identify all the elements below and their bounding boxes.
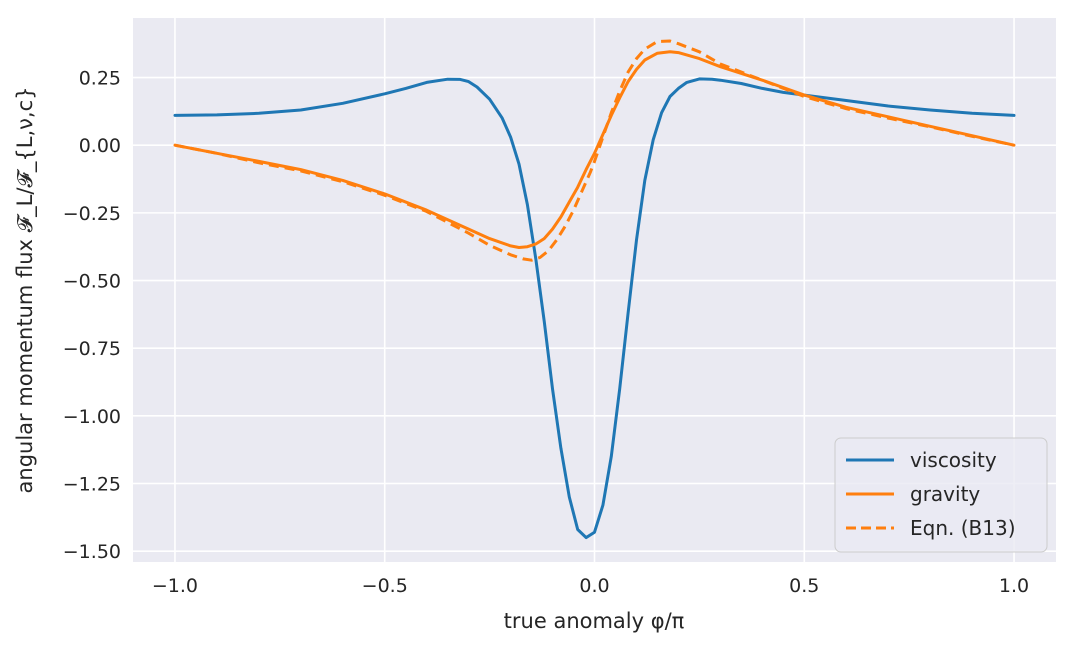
legend-label-gravity: gravity (910, 482, 980, 506)
legend-box (834, 437, 1048, 553)
series-eqn-b13 (174, 39, 1015, 262)
y-tick-label: −0.50 (63, 271, 121, 293)
y-tick-label: −0.75 (63, 338, 121, 360)
legend-label-eqn-b13: Eqn. (B13) (910, 516, 1016, 540)
y-tick-label: −1.00 (63, 406, 121, 428)
x-tick-label: 0.5 (789, 575, 819, 597)
x-tick-label: −0.5 (362, 575, 408, 597)
series-viscosity (173, 77, 1016, 540)
y-tick-label: 0.00 (79, 135, 121, 157)
x-tick-label: −1.0 (152, 575, 198, 597)
y-tick-label: −0.25 (63, 203, 121, 225)
series-group (173, 39, 1016, 540)
x-tick-label: 0.0 (579, 575, 609, 597)
x-tick-label: 1.0 (999, 575, 1029, 597)
x-axis-label: true anomaly φ/π (504, 609, 685, 633)
legend: viscosity gravity Eqn. (B13) (834, 437, 1048, 553)
y-axis-label: angular momentum flux 𝓕_L/𝓕_{L,ν,c} (13, 87, 38, 494)
grid (133, 18, 1056, 562)
legend-label-viscosity: viscosity (910, 448, 997, 472)
tick-labels: −1.0 −0.5 0.0 0.5 1.0 0.25 0.00 −0.25 −0.50 −0.75… (63, 68, 1029, 597)
y-tick-label: −1.25 (63, 474, 121, 496)
y-tick-label: −1.50 (63, 541, 121, 563)
y-tick-label: 0.25 (79, 68, 121, 90)
